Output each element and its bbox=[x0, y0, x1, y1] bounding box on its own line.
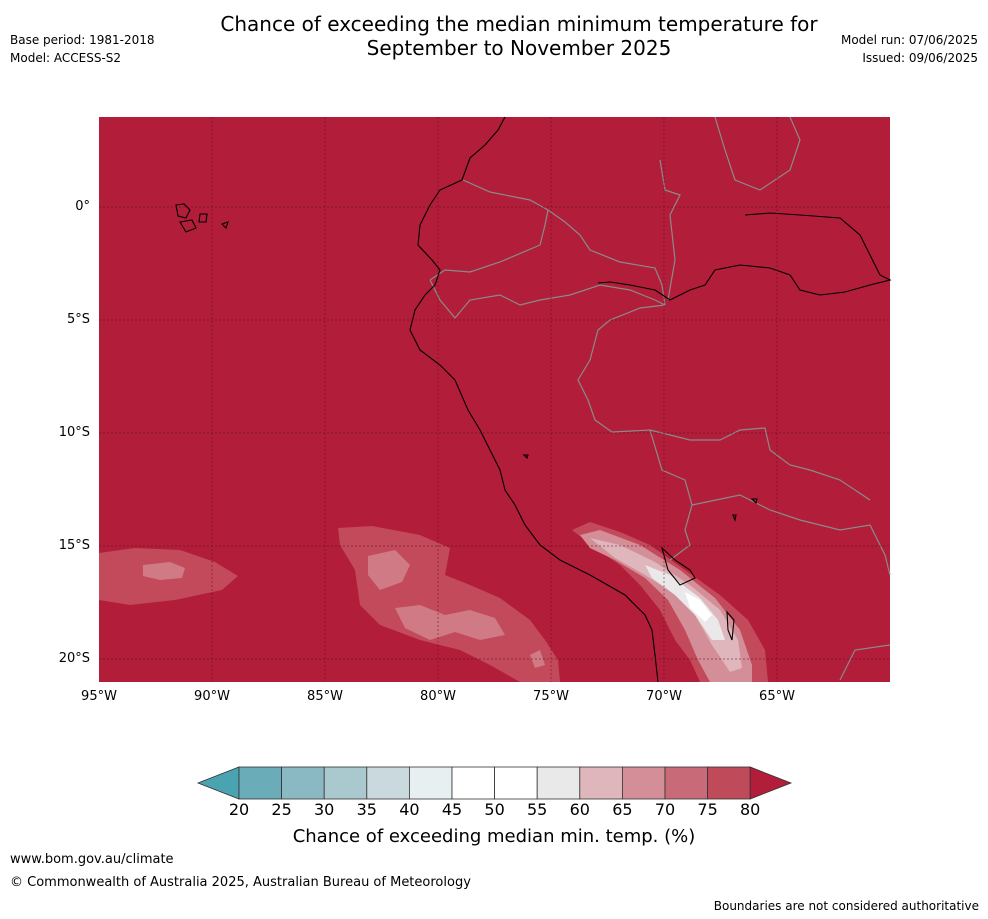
website-link[interactable]: www.bom.gov.au/climate bbox=[10, 852, 174, 867]
contour-65-west bbox=[143, 562, 185, 580]
colorbar-tick-label: 75 bbox=[697, 800, 718, 819]
colorbar-tick-label: 25 bbox=[271, 800, 292, 819]
lat-label-0: 0° bbox=[75, 199, 90, 214]
page-title: Chance of exceeding the median minimum t… bbox=[0, 12, 988, 60]
lon-label-90w: 90°W bbox=[194, 689, 230, 704]
colorbar-over-arrow bbox=[749, 766, 793, 800]
colorbar-swatch bbox=[238, 766, 282, 800]
coastlines bbox=[175, 116, 892, 683]
colorbar-tick-label: 35 bbox=[356, 800, 377, 819]
lon-label-65w: 65°W bbox=[759, 689, 795, 704]
colorbar-tick-label: 30 bbox=[314, 800, 335, 819]
colorbar-tick-label: 40 bbox=[399, 800, 420, 819]
colorbar-swatch bbox=[408, 766, 453, 800]
lat-label-10s: 10°S bbox=[58, 425, 90, 440]
copyright-notice: © Commonwealth of Australia 2025, Austra… bbox=[10, 875, 471, 890]
lat-label-20s: 20°S bbox=[58, 651, 90, 666]
colorbar-swatch bbox=[536, 766, 581, 800]
lon-label-80w: 80°W bbox=[420, 689, 456, 704]
meta-left: Base period: 1981-2018 Model: ACCESS-S2 bbox=[10, 31, 155, 67]
colorbar-swatch bbox=[622, 766, 666, 800]
lat-label-15s: 15°S bbox=[58, 538, 90, 553]
colorbar-swatch bbox=[664, 766, 708, 800]
colorbar bbox=[196, 766, 793, 800]
lon-label-95w: 95°W bbox=[81, 689, 117, 704]
lat-label-5s: 5°S bbox=[66, 312, 90, 327]
colorbar-swatch bbox=[323, 766, 368, 800]
colorbar-tick-label: 60 bbox=[569, 800, 590, 819]
title-line-1: Chance of exceeding the median minimum t… bbox=[220, 12, 818, 36]
colorbar-swatch bbox=[281, 766, 325, 800]
lon-label-70w: 70°W bbox=[646, 689, 682, 704]
model-name: Model: ACCESS-S2 bbox=[10, 51, 122, 65]
lon-label-85w: 85°W bbox=[307, 689, 343, 704]
country-borders bbox=[429, 116, 891, 681]
colorbar-under-arrow bbox=[196, 766, 240, 800]
contour-65-central-c bbox=[530, 650, 545, 668]
title-line-2: September to November 2025 bbox=[366, 36, 672, 60]
lon-label-75w: 75°W bbox=[533, 689, 569, 704]
colorbar-tick-label: 80 bbox=[740, 800, 761, 819]
colorbar-tick-label: 65 bbox=[612, 800, 633, 819]
colorbar-tick-label: 50 bbox=[484, 800, 505, 819]
colorbar-tick-label: 45 bbox=[441, 800, 463, 819]
base-period: Base period: 1981-2018 bbox=[10, 33, 155, 47]
colorbar-swatch bbox=[494, 766, 538, 800]
issued-date: Issued: 09/06/2025 bbox=[862, 51, 978, 65]
boundary-disclaimer: Boundaries are not considered authoritat… bbox=[713, 899, 979, 913]
map-area bbox=[99, 117, 890, 682]
contour-60-east bbox=[590, 538, 742, 672]
colorbar-swatch bbox=[366, 766, 410, 800]
colorbar-label: Chance of exceeding median min. temp. (%… bbox=[292, 826, 696, 847]
contour-50-east bbox=[685, 592, 712, 622]
colorbar-swatch bbox=[707, 766, 751, 800]
colorbar-tick-label: 20 bbox=[228, 800, 250, 819]
contour-65-central-b bbox=[395, 605, 505, 640]
contour-65-central-a bbox=[368, 550, 410, 590]
colorbar-swatch bbox=[451, 766, 495, 800]
colorbar-swatch bbox=[579, 766, 623, 800]
colorbar-tick-label: 70 bbox=[654, 800, 676, 819]
probability-contours bbox=[99, 522, 768, 682]
colorbar-tick-label: 55 bbox=[527, 800, 548, 819]
contour-65-east bbox=[580, 530, 752, 682]
meta-right: Model run: 07/06/2025 Issued: 09/06/2025 bbox=[841, 31, 978, 67]
model-run: Model run: 07/06/2025 bbox=[840, 33, 978, 47]
